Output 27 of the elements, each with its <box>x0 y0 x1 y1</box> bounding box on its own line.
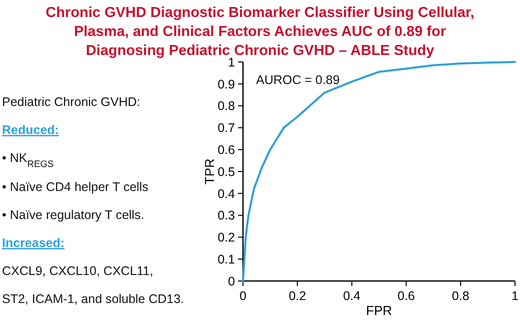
y-tick-label: 0.1 <box>218 252 236 266</box>
x-tick-label: 0.8 <box>452 289 470 303</box>
y-tick-label: 0.3 <box>218 208 236 223</box>
text: Reduced: <box>2 123 59 137</box>
x-tick-label: 1 <box>512 289 519 303</box>
y-tick-label: 0 <box>228 274 236 288</box>
text: Increased: <box>2 236 65 250</box>
text: • Naïve regulatory T cells. <box>2 208 144 222</box>
annotation: AUROC = 0.89 <box>256 73 340 87</box>
x-tick-label: 0.6 <box>398 289 415 303</box>
y-tick-label: 0.4 <box>218 186 236 201</box>
y-tick-label: 0.5 <box>218 164 236 179</box>
y-axis-title: TPR <box>202 158 217 184</box>
text: Pediatric Chronic GVHD: <box>2 95 140 109</box>
x-tick-label: 0.4 <box>343 289 361 303</box>
y-tick-label: 0.6 <box>218 142 236 157</box>
y-tick-label: 0.7 <box>218 121 236 136</box>
y-tick-label: 0.8 <box>218 99 236 114</box>
text: CXCL9, CXCL10, CXCL11, <box>2 264 154 278</box>
text: • Naïve CD4 helper T cells <box>2 180 148 194</box>
text: • NK$_{REGS}$ <box>2 151 54 169</box>
x-tick-label: 0.2 <box>288 289 306 303</box>
y-tick-label: 0.9 <box>218 77 236 92</box>
x-tick-label: 0 <box>240 289 247 303</box>
x-axis-title: FPR <box>366 303 392 318</box>
text: ST2, ICAM-1, and soluble CD13. <box>2 292 184 306</box>
y-tick-label: 0.2 <box>218 230 236 245</box>
